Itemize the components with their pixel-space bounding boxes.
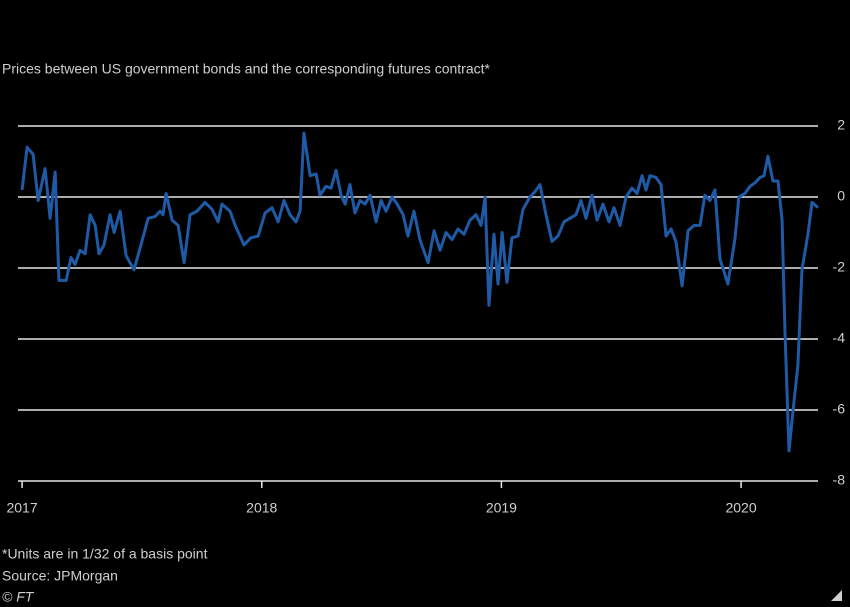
y-tick-label: -6 [833, 401, 846, 417]
footnote: *Units are in 1/32 of a basis point [2, 546, 208, 562]
x-tick-label: 2020 [725, 500, 756, 516]
data-line [20, 131, 819, 453]
y-tick-label: -8 [833, 472, 846, 488]
y-tick-label: -4 [833, 330, 846, 346]
x-tick-label: 2019 [486, 500, 517, 516]
x-tick-label: 2017 [6, 500, 37, 516]
y-tick-label: 2 [837, 117, 845, 133]
y-tick-label: 0 [837, 188, 845, 204]
x-tick-label: 2018 [246, 500, 277, 516]
source: Source: JPMorgan [2, 568, 118, 584]
y-tick-label: -2 [833, 259, 846, 275]
corner-icon [831, 590, 842, 601]
chart-subtitle: Prices between US government bonds and t… [2, 61, 491, 77]
credit: © FT [2, 589, 35, 605]
